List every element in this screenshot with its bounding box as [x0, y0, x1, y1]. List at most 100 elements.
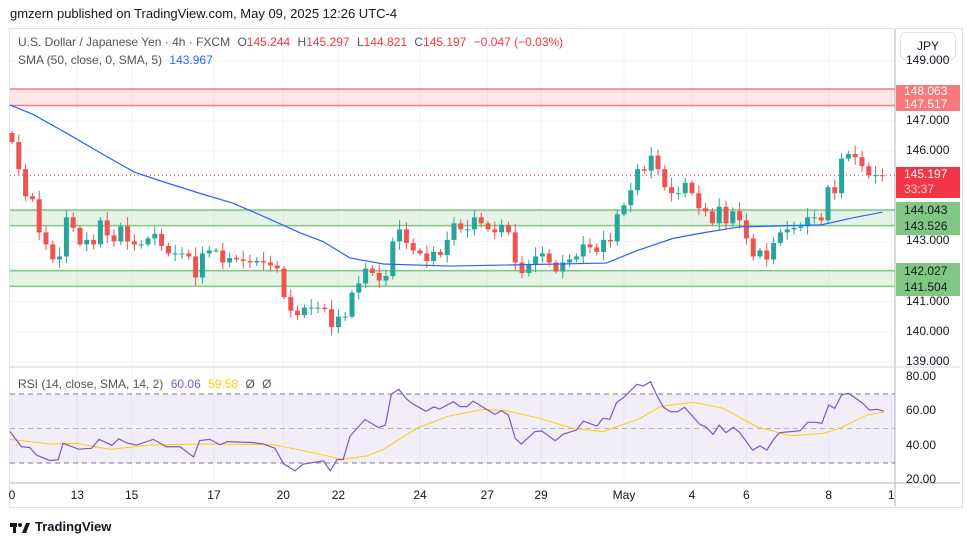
tradingview-logo[interactable]: TradingView	[10, 519, 111, 534]
candle-up	[533, 256, 539, 264]
candle-up	[567, 259, 573, 263]
bar-countdown: 33:37	[904, 182, 935, 196]
price-tick: 147.000	[906, 113, 950, 127]
close-value: 145.197	[423, 35, 467, 49]
price-tick: 146.000	[906, 143, 950, 158]
green-zone-1-top: 144.043	[904, 203, 948, 217]
rsi-label: RSI (14, close, SMA, 14, 2)	[18, 377, 164, 391]
candle-up	[675, 193, 681, 195]
candle-down	[417, 250, 423, 254]
resistance-zone-fill	[10, 89, 895, 106]
time-tick: 4	[688, 488, 696, 502]
support-zone-2-fill	[10, 270, 895, 287]
chart-frame	[9, 28, 963, 508]
high-label: H	[297, 35, 307, 49]
candle-up	[628, 190, 634, 206]
close-label: C	[414, 35, 424, 49]
candle-up	[580, 244, 586, 257]
candle-down	[485, 223, 491, 230]
sma-label: SMA (50, close, 0, SMA, 5)	[18, 53, 163, 67]
zones	[10, 88, 895, 288]
candle-down	[91, 239, 97, 245]
time-tick: 8	[825, 488, 833, 502]
candle-up	[614, 214, 620, 242]
candle-up	[682, 182, 688, 194]
candle-down	[261, 260, 267, 263]
candle-down	[295, 310, 301, 316]
green-zone-2-bottom: 141.504	[904, 280, 948, 294]
rsi-na-2: Ø	[262, 377, 272, 391]
candle-down	[165, 245, 171, 254]
candle-down	[607, 239, 613, 242]
candle-down	[369, 268, 375, 274]
candle-down	[240, 259, 246, 261]
time-tick: May	[612, 488, 636, 502]
candle-up	[172, 253, 178, 255]
candle-down	[220, 250, 226, 263]
candle-down	[594, 247, 600, 252]
candle-up	[465, 229, 471, 231]
candle-down	[709, 211, 715, 224]
candle-down	[743, 220, 749, 239]
candle-up	[383, 276, 389, 281]
candle-up	[118, 226, 124, 242]
candle-down	[859, 157, 865, 167]
support-zone-1-fill	[10, 210, 895, 226]
candle-down	[832, 187, 838, 194]
candle-up	[811, 217, 817, 219]
candle-up	[444, 239, 450, 255]
candle-up	[499, 224, 505, 233]
symbol-legend: U.S. Dollar / Japanese Yen · 4h · FXCM O…	[18, 35, 567, 49]
candle-up	[308, 307, 314, 309]
candle-down	[233, 257, 239, 260]
candle-up	[648, 155, 654, 171]
candle-down	[662, 169, 668, 188]
candle-up	[213, 250, 219, 252]
candle-up	[57, 256, 63, 260]
rsi-tick: 20.00	[906, 472, 937, 487]
candle-up	[199, 253, 205, 278]
candle-up	[145, 238, 151, 245]
grid	[10, 29, 960, 506]
candle-down	[125, 226, 131, 242]
candle-up	[791, 227, 797, 230]
rsi-legend[interactable]: RSI (14, close, SMA, 14, 2) 60.06 59.58 …	[18, 377, 276, 391]
candle-up	[845, 154, 851, 159]
indicator-lines	[9, 104, 883, 267]
currency-button[interactable]: JPY	[900, 32, 956, 60]
candle-up	[63, 217, 69, 257]
price-tick: 141.000	[906, 293, 950, 308]
sma-legend[interactable]: SMA (50, close, 0, SMA, 5) 143.967	[18, 53, 217, 67]
time-tick: 27	[480, 488, 494, 502]
price-tick: 143.000	[906, 233, 950, 248]
time-tick: 22	[331, 488, 346, 502]
candle-down	[437, 251, 443, 255]
candle-up	[342, 316, 348, 318]
symbol-title[interactable]: U.S. Dollar / Japanese Yen · 4h · FXCM	[18, 35, 231, 49]
candle-down	[77, 227, 83, 245]
candle-down	[587, 244, 593, 248]
rsi-tick: 40.00	[906, 437, 937, 452]
candle-down	[111, 235, 117, 242]
candle-down	[689, 182, 695, 194]
candle-down	[553, 262, 559, 272]
candle-down	[70, 217, 76, 228]
price-tick: 140.000	[906, 323, 950, 338]
time-tick: 1	[887, 488, 895, 502]
candle-up	[97, 220, 103, 245]
candle-up	[730, 211, 736, 224]
candle-up	[526, 263, 532, 274]
candle-up	[539, 253, 545, 257]
candle-up	[254, 260, 260, 263]
candle-down	[403, 229, 409, 243]
candle-down	[274, 265, 280, 269]
low-value: 144.821	[363, 35, 408, 49]
candle-up	[431, 251, 437, 261]
candle-up	[805, 217, 811, 227]
candle-down	[9, 133, 15, 143]
candle-down	[16, 142, 22, 170]
candle-down	[247, 260, 253, 263]
candle-down	[376, 273, 382, 281]
candle-down	[159, 233, 165, 246]
